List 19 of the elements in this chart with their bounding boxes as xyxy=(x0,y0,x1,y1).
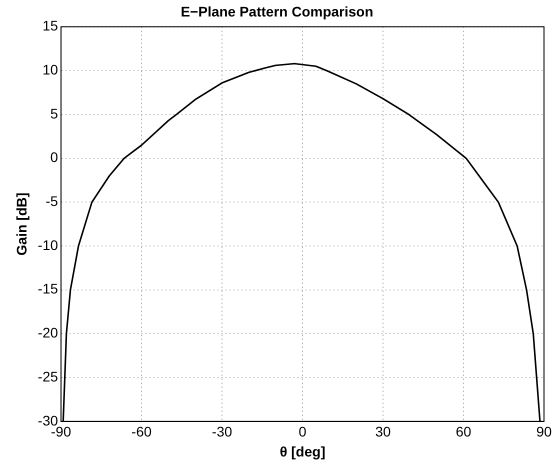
y-tick-label: 10 xyxy=(42,62,58,78)
x-axis-title: θ [deg] xyxy=(280,443,326,460)
y-tick-label: -5 xyxy=(46,193,58,210)
y-tick-label: -20 xyxy=(38,324,58,341)
x-tick-label: 0 xyxy=(298,424,307,440)
x-tick-label: 90 xyxy=(536,424,552,440)
y-tick-label: -30 xyxy=(38,412,58,428)
y-tick-label: 5 xyxy=(50,105,58,122)
y-tick-label: 0 xyxy=(50,149,58,166)
y-tick-label: 15 xyxy=(42,18,58,34)
x-tick-label: 60 xyxy=(456,424,472,440)
x-tick-label: -60 xyxy=(131,424,152,440)
x-tick-label: -30 xyxy=(212,424,232,440)
y-axis-title: Gain [dB] xyxy=(13,192,30,256)
y-tick-label: -25 xyxy=(38,368,58,384)
x-tick-label: 30 xyxy=(375,424,392,440)
y-tick-label: -15 xyxy=(38,280,58,297)
chart-title: E−Plane Pattern Comparison xyxy=(180,3,374,20)
y-tick-label: -10 xyxy=(38,236,58,253)
